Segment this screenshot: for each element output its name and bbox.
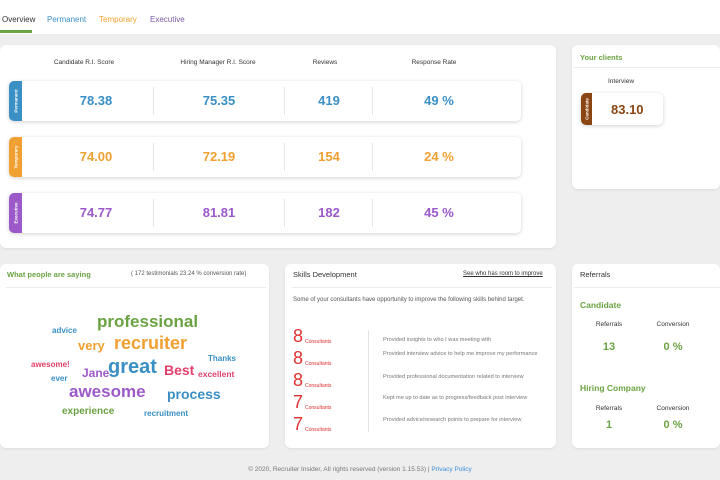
clients-tag: Candidate <box>581 93 592 125</box>
header-hiring-manager-score: Hiring Manager R.I. Score <box>180 59 256 66</box>
word-recruiter: recruiter <box>114 333 188 353</box>
active-tab-indicator <box>0 30 32 33</box>
word-recruitment: recruitment <box>144 409 189 418</box>
skill-unit: Consultants <box>305 383 332 389</box>
candidate-conversion-value: 0 % <box>663 341 683 353</box>
footer: © 2020, Recruiter Insider, All rights re… <box>0 466 720 473</box>
hiring-score: 81.81 <box>202 205 236 220</box>
response-rate: 45 % <box>424 205 454 220</box>
response-rate: 24 % <box>424 149 454 164</box>
hiring-score: 75.35 <box>202 93 236 108</box>
word-ever: ever <box>51 374 68 383</box>
interview-label: Interview <box>608 78 635 85</box>
reviews-count: 182 <box>318 205 340 220</box>
company-referrals-label: Referrals <box>595 405 623 412</box>
tab-executive[interactable]: Executive <box>150 15 185 24</box>
clients-interview-score: 83.10 <box>611 102 644 117</box>
skill-unit: Consultants <box>305 339 332 345</box>
candidate-score: 74.00 <box>79 149 113 164</box>
row-tag: Temporary <box>9 137 22 177</box>
tab-temporary[interactable]: Temporary <box>99 15 137 24</box>
clients-score-box: Candidate 83.10 <box>581 93 663 125</box>
skill-count: 8 <box>293 370 304 390</box>
skill-text: Provided interview advice to help me imp… <box>383 351 538 357</box>
word-awesome-excl: awesome! <box>31 360 70 369</box>
candidate-referrals-value: 13 <box>602 341 616 353</box>
candidate-conversion-label: Conversion <box>656 321 690 328</box>
tab-bar: Overview Permanent Temporary Executive <box>0 0 720 34</box>
word-best: Best <box>164 362 195 378</box>
skill-text: Provided professional documentation rela… <box>383 374 524 380</box>
header-reviews: Reviews <box>312 59 338 66</box>
company-conversion-value: 0 % <box>663 419 683 431</box>
privacy-policy-link[interactable]: Privacy Policy <box>431 466 472 473</box>
skill-unit: Consultants <box>305 427 332 433</box>
skill-text: Provided insights to who I was meeting w… <box>383 337 492 343</box>
header-response-rate: Response Rate <box>411 59 457 66</box>
row-tag: Executive <box>9 193 22 233</box>
score-row-temporary: Temporary 74.00 72.19 154 24 % <box>9 137 521 177</box>
candidate-referrals-label: Referrals <box>595 321 623 328</box>
candidate-score: 78.38 <box>79 93 113 108</box>
skills-card <box>285 264 556 448</box>
word-professional: professional <box>97 312 199 331</box>
response-rate: 49 % <box>424 93 454 108</box>
word-thanks: Thanks <box>208 354 237 363</box>
tab-overview[interactable]: Overview <box>2 15 36 24</box>
hiring-score: 72.19 <box>202 149 236 164</box>
see-who-improve-link[interactable]: See who has room to improve <box>463 271 543 277</box>
candidate-score: 74.77 <box>79 205 113 220</box>
company-conversion-label: Conversion <box>656 405 690 412</box>
skills-title: Skills Development <box>293 270 357 279</box>
candidate-referrals-title: Candidate <box>580 300 622 310</box>
word-advice: advice <box>52 326 77 335</box>
skill-count: 8 <box>293 348 304 368</box>
score-row-permanent: Permanent 78.38 75.35 419 49 % <box>9 81 521 121</box>
word-awesome: awesome <box>69 382 146 401</box>
testimonials-card <box>0 264 269 448</box>
word-great: great <box>108 356 157 378</box>
skills-intro: Some of your consultants have opportunit… <box>293 297 525 303</box>
reviews-count: 154 <box>318 149 340 164</box>
skill-count: 8 <box>293 326 304 346</box>
testimonials-stats: ( 172 testimonials 23.24 % conversion ra… <box>131 271 247 277</box>
word-excellent: excellent <box>198 369 235 379</box>
referrals-title: Referrals <box>580 270 611 279</box>
footer-copyright: © 2020, Recruiter Insider, All rights re… <box>248 466 430 473</box>
word-jane: Jane <box>82 366 110 380</box>
skill-count: 7 <box>293 392 304 412</box>
tab-permanent[interactable]: Permanent <box>47 15 87 24</box>
skill-unit: Consultants <box>305 361 332 367</box>
skill-text: Provided advice/research points to prepa… <box>383 417 522 423</box>
word-very: very <box>78 338 105 353</box>
skill-count: 7 <box>293 414 304 434</box>
testimonials-title: What people are saying <box>7 270 91 279</box>
company-referrals-title: Hiring Company <box>580 383 646 393</box>
reviews-count: 419 <box>318 93 340 108</box>
word-experience: experience <box>62 406 115 417</box>
referrals-card <box>572 264 720 448</box>
clients-title: Your clients <box>580 53 623 62</box>
skill-text: Kept me up to date as to progress/feedba… <box>383 395 528 401</box>
word-process: process <box>167 386 221 402</box>
score-row-executive: Executive 74.77 81.81 182 45 % <box>9 193 521 233</box>
header-candidate-score: Candidate R.I. Score <box>53 59 115 66</box>
row-tag: Permanent <box>9 81 22 121</box>
company-referrals-value: 1 <box>605 419 613 431</box>
skill-unit: Consultants <box>305 405 332 411</box>
